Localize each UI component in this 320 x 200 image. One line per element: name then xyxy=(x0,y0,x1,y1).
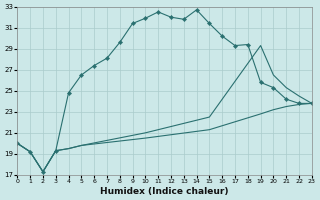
X-axis label: Humidex (Indice chaleur): Humidex (Indice chaleur) xyxy=(100,187,229,196)
